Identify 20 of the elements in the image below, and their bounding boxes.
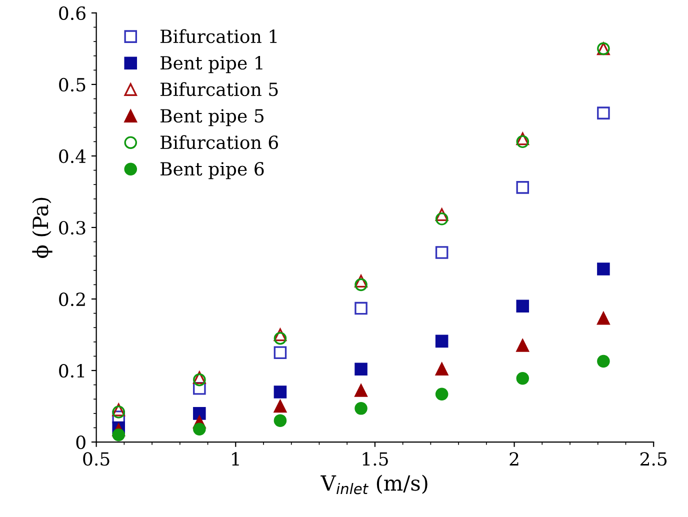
legend-label: Bent pipe 5 <box>160 109 264 126</box>
x-tick-label: 2 <box>510 452 518 466</box>
legend-label: Bent pipe 6 <box>160 162 264 180</box>
x-axis-title: V$_{inlet}$ (m/s) <box>320 474 428 494</box>
legend-label: Bent pipe 1 <box>160 56 262 74</box>
y-tick-label: 0.3 <box>59 220 86 235</box>
y-tick-label: 0.4 <box>59 149 86 164</box>
y-tick-label: 0.5 <box>59 78 86 92</box>
legend-label: Bifurcation 6 <box>160 135 278 150</box>
y-tick-label: 0.6 <box>59 6 86 20</box>
y-tick-label: 0.1 <box>59 364 84 378</box>
x-tick-label: 1.5 <box>362 452 388 466</box>
y-tick-label: 0.2 <box>59 292 85 306</box>
x-tick-label: 0.5 <box>83 452 110 466</box>
x-tick-label: 1 <box>232 452 239 466</box>
legend-label: Bifurcation 5 <box>160 82 278 96</box>
y-tick-label: 0 <box>76 435 86 450</box>
legend-label: Bifurcation 1 <box>160 29 277 44</box>
y-axis-title: ϕ (Pa) <box>32 198 52 258</box>
x-tick-label: 2.5 <box>640 452 667 466</box>
